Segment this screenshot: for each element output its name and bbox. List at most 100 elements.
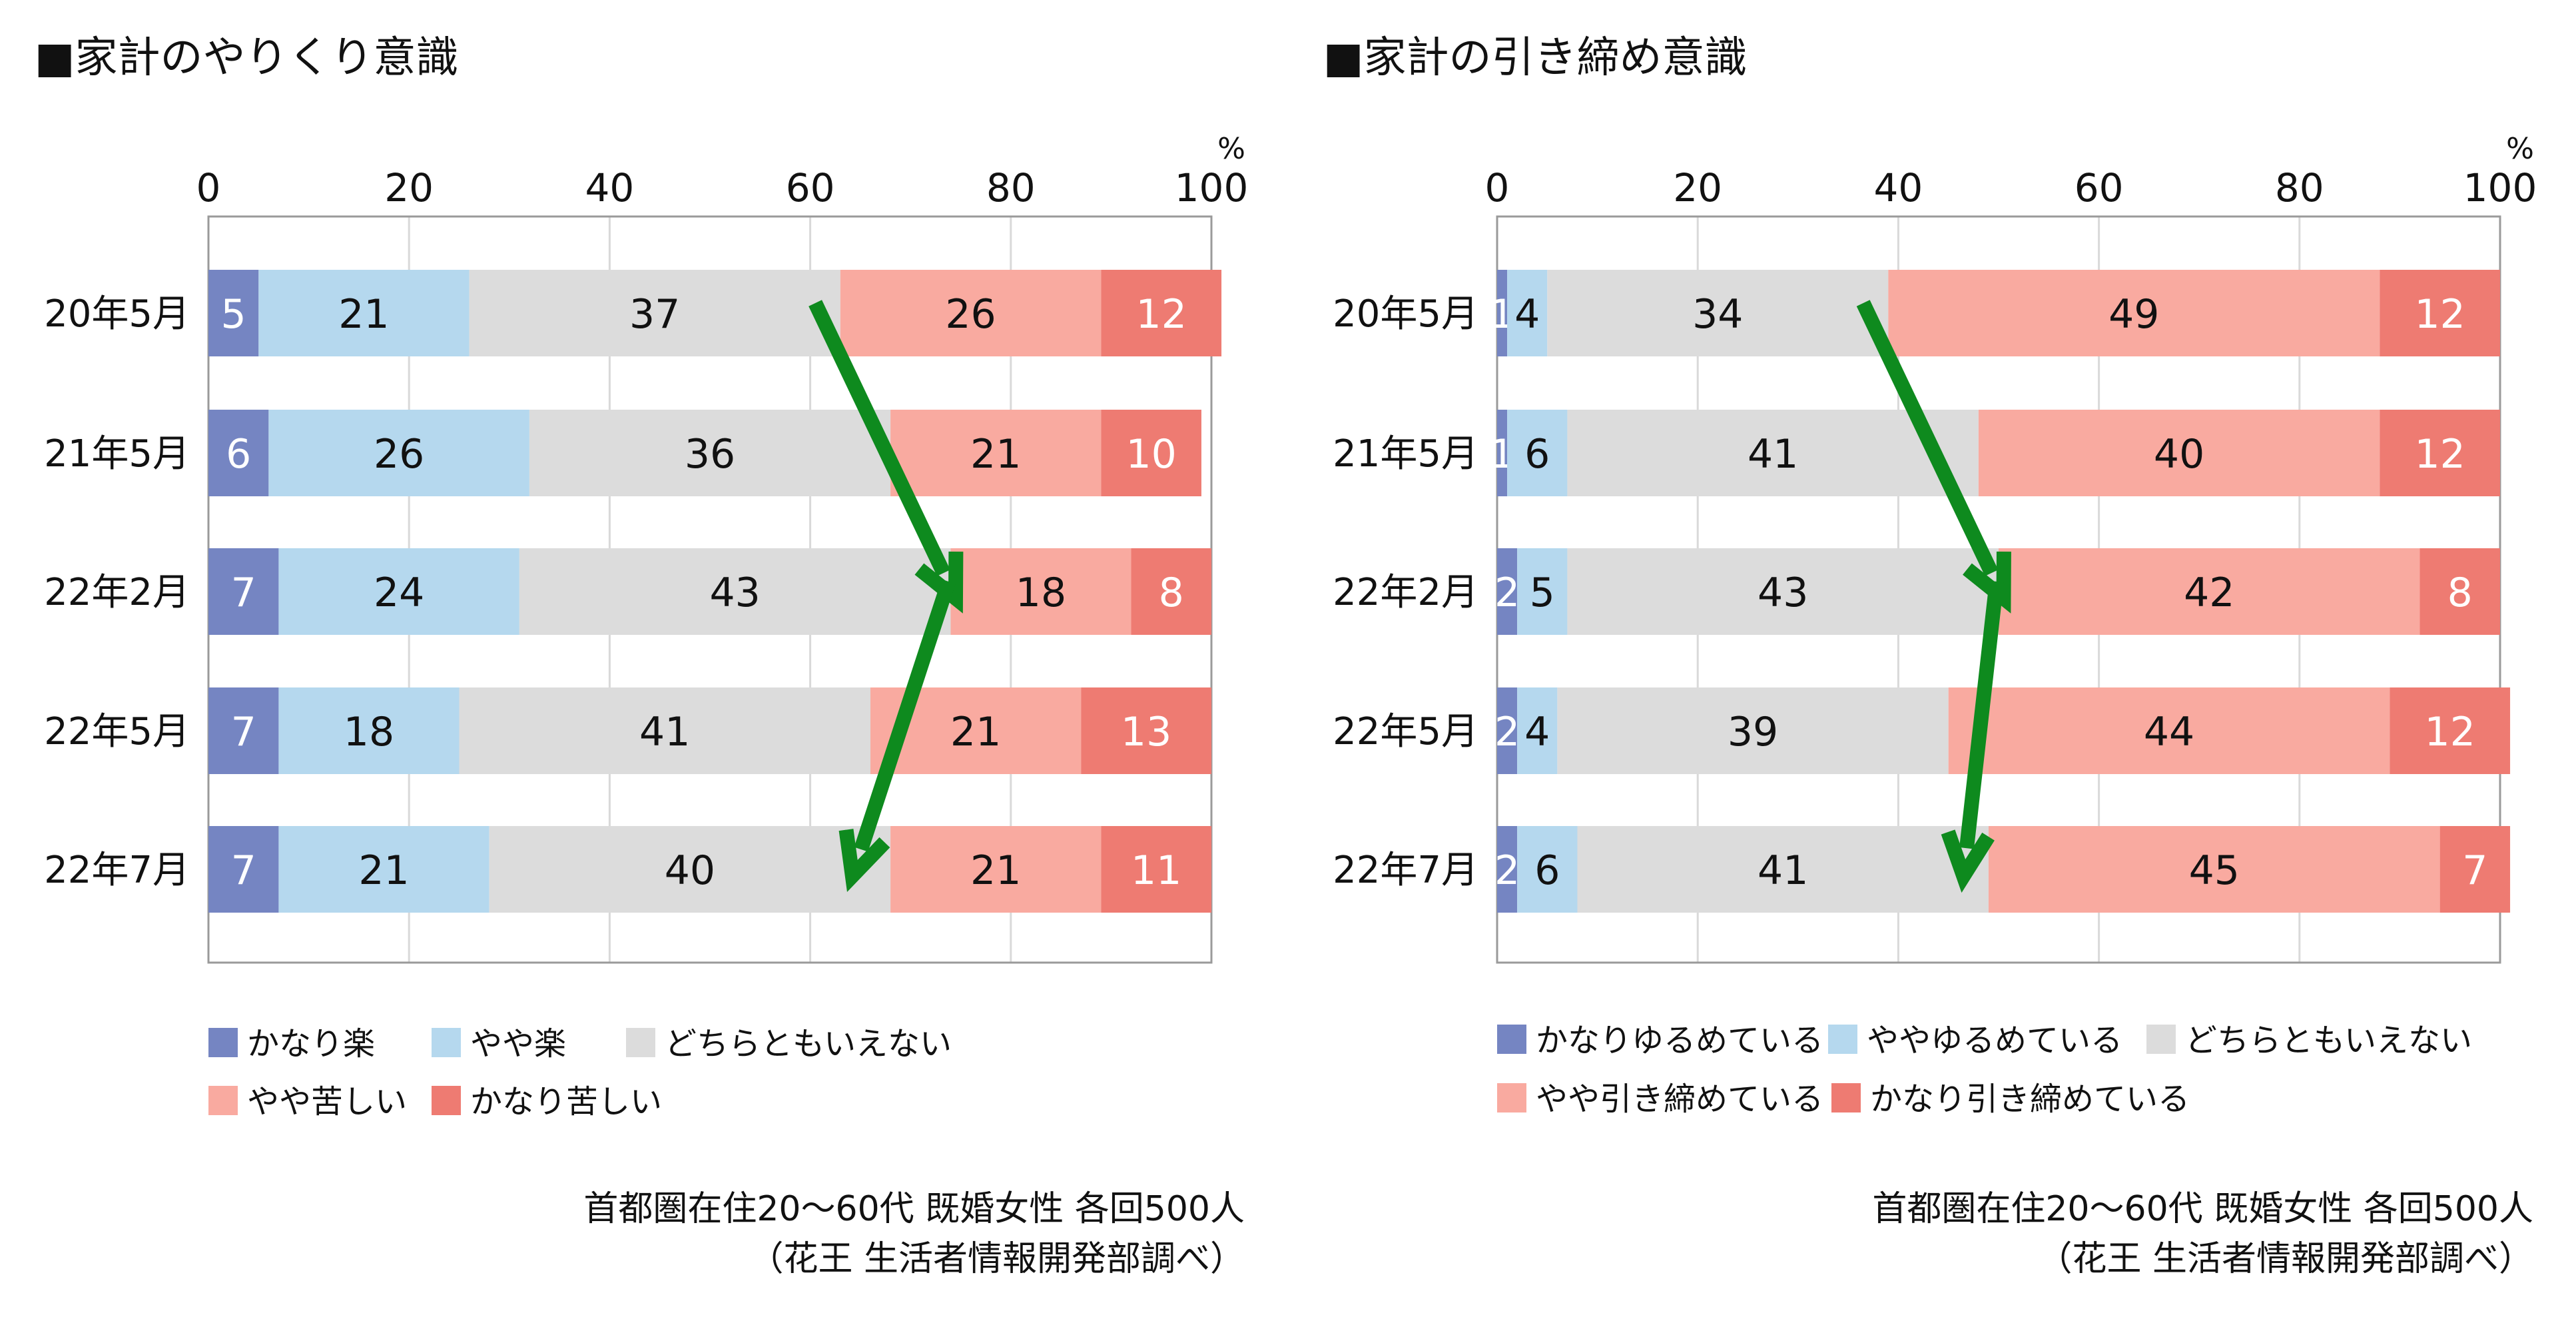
percent-unit-label: % (2506, 132, 2534, 166)
bar-segment (1507, 270, 1548, 356)
percent-unit-label: % (1217, 132, 1245, 166)
category-label: 22年2月 (1333, 571, 1478, 614)
bar-segment (1081, 687, 1211, 774)
legend-swatch (2146, 1025, 2176, 1054)
data-label: 7 (231, 847, 256, 894)
bar-segment (1557, 687, 1949, 774)
data-label: 21 (338, 291, 389, 338)
trend-arrow-shaft (808, 300, 950, 576)
bar-segment (208, 687, 279, 774)
x-tick-label: 0 (1485, 165, 1510, 211)
data-label: 26 (945, 291, 996, 338)
legend-swatch (1497, 1083, 1526, 1112)
bar-segment (1567, 410, 1979, 496)
category-label: 20年5月 (1333, 292, 1478, 336)
bar-segment (278, 826, 489, 913)
data-label: 5 (1530, 570, 1555, 616)
bar-segment (1948, 687, 2390, 774)
category-label: 20年5月 (44, 292, 190, 336)
bar-segment (208, 270, 259, 356)
data-label: 43 (1758, 570, 1808, 616)
data-label: 8 (1159, 570, 1184, 616)
data-label: 5 (221, 291, 246, 338)
data-label: 21 (970, 847, 1021, 894)
data-label: 21 (970, 431, 1021, 478)
legend-label: どちらともいえない (2185, 1022, 2472, 1059)
data-label: 34 (1692, 291, 1743, 338)
data-label: 18 (344, 709, 394, 755)
data-label: 26 (374, 431, 424, 478)
data-label: 12 (1136, 291, 1187, 338)
legend-swatch (208, 1028, 238, 1057)
legend-swatch (1831, 1083, 1861, 1112)
trend-arrow-shaft (1959, 580, 2004, 849)
x-tick-label: 40 (585, 165, 634, 211)
bar-segment (2380, 410, 2500, 496)
bar-segment (1101, 410, 1201, 496)
legend-swatch (432, 1028, 461, 1057)
source-credit: （花王 生活者情報開発部調べ） (2037, 1239, 2533, 1279)
bar-segment (2390, 687, 2511, 774)
bar-segment (1497, 410, 1508, 496)
data-label: 39 (1728, 709, 1778, 755)
bar-segment (489, 826, 891, 913)
bar-segment (519, 548, 951, 635)
data-label: 2 (1494, 847, 1520, 894)
trend-arrow-head (1941, 829, 1995, 893)
bar-segment (1101, 826, 1211, 913)
bar-segment (459, 687, 870, 774)
legend-label: かなり苦しい (470, 1083, 662, 1120)
bar-segment (529, 410, 891, 496)
x-tick-label: 100 (1175, 165, 1249, 211)
data-label: 40 (2154, 431, 2204, 478)
bar-segment (1101, 270, 1222, 356)
data-label: 21 (358, 847, 409, 894)
data-label: 42 (2184, 570, 2234, 616)
legend-swatch (208, 1086, 238, 1115)
source-note: 首都圏在住20～60代 既婚女性 各回500人 (1872, 1189, 2533, 1229)
x-tick-label: 20 (384, 165, 434, 211)
trend-arrow-shaft (854, 579, 956, 852)
bar-segment (1978, 410, 2380, 496)
data-label: 13 (1121, 709, 1171, 755)
bar-segment (208, 548, 279, 635)
bar-segment (469, 270, 840, 356)
data-label: 49 (2108, 291, 2159, 338)
data-label: 2 (1494, 570, 1520, 616)
bar-segment (1507, 410, 1568, 496)
data-label: 8 (2447, 570, 2473, 616)
data-label: 4 (1524, 709, 1550, 755)
legend-label: かなり楽 (247, 1025, 375, 1063)
bar-segment (1988, 826, 2440, 913)
bar-segment (1517, 548, 1568, 635)
data-label: 41 (639, 709, 690, 755)
bar-segment (278, 687, 460, 774)
bar-segment (208, 826, 279, 913)
data-label: 7 (2462, 847, 2487, 894)
bar-segment (2380, 270, 2500, 356)
bar-segment (1517, 826, 1578, 913)
category-label: 22年7月 (44, 849, 190, 892)
bar-segment (258, 270, 470, 356)
legend-label: どちらともいえない (665, 1025, 952, 1063)
trend-arrow-head (838, 829, 890, 893)
data-label: 36 (685, 431, 735, 478)
data-label: 2 (1494, 709, 1520, 755)
trend-arrow-head (1963, 551, 2011, 614)
bar-segment (1497, 548, 1518, 635)
x-tick-label: 0 (196, 165, 221, 211)
bar-segment (1888, 270, 2380, 356)
x-tick-label: 80 (986, 165, 1036, 211)
legend-swatch (626, 1028, 655, 1057)
bar-segment (268, 410, 529, 496)
data-label: 6 (1524, 431, 1550, 478)
legend-label: やや引き締めている (1536, 1081, 1823, 1118)
data-label: 6 (226, 431, 251, 478)
source-credit: （花王 生活者情報開発部調べ） (749, 1239, 1245, 1279)
data-label: 11 (1131, 847, 1181, 894)
bar-segment (2419, 548, 2500, 635)
bar-segment (950, 548, 1131, 635)
chart-title: ■家計の引き締め意識 (1323, 33, 1747, 83)
data-label: 12 (2414, 291, 2465, 338)
